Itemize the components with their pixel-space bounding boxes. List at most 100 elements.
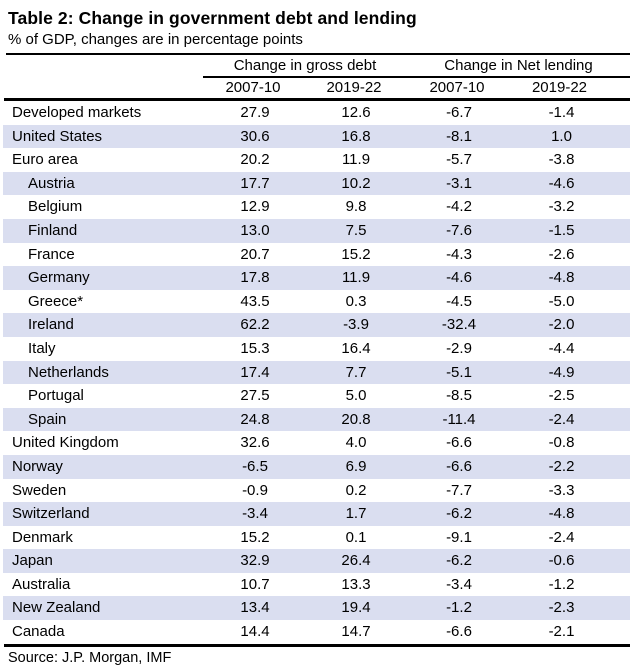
- column-group-gross-debt: Change in gross debt: [233, 57, 377, 74]
- row-label: France: [28, 245, 75, 263]
- row-value: -6.7: [446, 104, 472, 121]
- row-value: -1.2: [548, 575, 575, 593]
- table-subtitle: % of GDP, changes are in percentage poin…: [8, 31, 303, 48]
- row-value: 1.0: [551, 127, 572, 145]
- row-value: -3.8: [548, 151, 575, 169]
- row-value: 16.8: [341, 127, 371, 145]
- table-row: Germany 17.8 11.9 -4.6 -4.8: [3, 266, 630, 290]
- row-value: 5.0: [345, 387, 367, 405]
- row-value: 43.5: [240, 292, 270, 310]
- row-value: 0.3: [345, 292, 367, 310]
- row-value: -6.2: [446, 552, 472, 570]
- row-value: -2.3: [548, 599, 575, 617]
- row-label: Canada: [12, 623, 65, 641]
- row-value: -3.3: [548, 481, 575, 499]
- subtitle-underline: % of GDP, changes are in percentage poin…: [6, 29, 630, 55]
- row-value: 14.7: [341, 623, 371, 641]
- column-header-net-2007-10: 2007-10: [429, 79, 485, 96]
- row-value: -2.5: [548, 387, 575, 405]
- row-label: United Kingdom: [12, 434, 119, 452]
- source-note: Source: J.P. Morgan, IMF: [8, 649, 172, 666]
- row-value: -32.4: [441, 316, 477, 334]
- row-label: Greece*: [28, 292, 84, 310]
- row-value: -4.8: [548, 505, 575, 523]
- row-value: -3.4: [242, 505, 268, 523]
- table-row: Italy 15.3 16.4 -2.9 -4.4: [3, 337, 630, 361]
- row-value: -0.8: [548, 434, 575, 452]
- row-value: -4.3: [446, 245, 472, 263]
- row-value: -2.4: [548, 528, 575, 546]
- row-value: 11.9: [341, 151, 371, 169]
- row-value: 32.6: [240, 434, 270, 452]
- row-value: -5.7: [446, 151, 472, 169]
- row-value: -3.1: [446, 174, 472, 192]
- table-row: Austria 17.7 10.2 -3.1 -4.6: [3, 171, 630, 196]
- row-value: -0.9: [242, 481, 268, 499]
- row-label: Australia: [12, 575, 71, 593]
- column-group-header-row: Change in gross debt Change in Net lendi…: [203, 55, 630, 78]
- row-value: -3.4: [446, 575, 472, 593]
- row-value: 10.7: [240, 575, 270, 593]
- column-header-net-2019-22: 2019-22: [531, 79, 588, 96]
- table-bottom-rule: [4, 643, 630, 647]
- row-value: -1.5: [548, 221, 575, 239]
- row-value: -4.9: [548, 363, 575, 381]
- table-row: Belgium 12.9 9.8 -4.2 -3.2: [3, 195, 630, 219]
- table-title: Table 2: Change in government debt and l…: [8, 8, 417, 28]
- row-value: -5.0: [548, 292, 575, 310]
- row-label: Belgium: [28, 198, 83, 216]
- row-label: Switzerland: [12, 505, 90, 523]
- table-row: Spain 24.8 20.8 -11.4 -2.4: [3, 407, 630, 432]
- row-value: 12.9: [240, 198, 270, 216]
- row-value: 7.7: [345, 363, 367, 381]
- row-value: 32.9: [240, 552, 270, 570]
- row-value: -4.6: [446, 269, 472, 287]
- row-value: 27.5: [240, 387, 270, 405]
- row-value: -2.6: [548, 245, 575, 263]
- row-label: Denmark: [12, 528, 73, 546]
- row-value: 24.8: [240, 410, 270, 428]
- row-value: -9.1: [446, 528, 472, 546]
- row-value: 14.4: [240, 623, 270, 641]
- row-value: -6.6: [446, 457, 472, 475]
- row-label: Netherlands: [28, 363, 109, 381]
- row-value: 19.4: [341, 599, 371, 617]
- row-value: -4.8: [548, 269, 575, 287]
- table-row: New Zealand 13.4 19.4 -1.2 -2.3: [3, 596, 630, 621]
- table-row: France 20.7 15.2 -4.3 -2.6: [3, 243, 630, 267]
- table-row: Sweden -0.9 0.2 -7.7 -3.3: [3, 479, 630, 503]
- row-value: -4.5: [446, 292, 472, 310]
- row-label: Ireland: [28, 316, 74, 334]
- row-label: Euro area: [12, 151, 78, 169]
- row-value: -6.6: [446, 434, 472, 452]
- row-label: Austria: [28, 174, 75, 192]
- column-header-gross-2019-22: 2019-22: [326, 79, 382, 96]
- table-row: Canada 14.4 14.7 -6.6 -2.1: [3, 620, 630, 644]
- table-body: Developed markets 27.9 12.6 -6.7 -1.4 Un…: [0, 101, 633, 644]
- column-header-row: 2007-10 2019-22 2007-10 2019-22: [0, 78, 630, 98]
- row-value: 11.9: [341, 269, 371, 287]
- table-row: Denmark 15.2 0.1 -9.1 -2.4: [3, 526, 630, 550]
- row-value: 15.3: [240, 339, 270, 357]
- row-value: -8.1: [446, 127, 472, 145]
- row-value: 0.1: [345, 528, 367, 546]
- header-bottom-rule: [4, 98, 630, 101]
- row-value: 17.8: [240, 269, 270, 287]
- table-row: Euro area 20.2 11.9 -5.7 -3.8: [3, 148, 630, 172]
- row-value: -5.1: [446, 363, 472, 381]
- row-label: Portugal: [28, 387, 84, 405]
- row-label: Japan: [12, 552, 53, 570]
- row-value: 9.8: [345, 198, 367, 216]
- table-row: Greece* 43.5 0.3 -4.5 -5.0: [3, 290, 630, 314]
- row-value: 6.9: [345, 457, 367, 475]
- row-value: 20.8: [341, 410, 371, 428]
- row-value: 13.4: [240, 599, 270, 617]
- row-label: Finland: [28, 221, 78, 239]
- row-value: -1.2: [446, 599, 472, 617]
- row-value: -6.6: [446, 623, 472, 641]
- row-label: Developed markets: [12, 104, 142, 121]
- row-value: 13.3: [341, 575, 371, 593]
- row-value: -7.7: [446, 481, 472, 499]
- row-value: -2.2: [548, 457, 575, 475]
- table-row: Portugal 27.5 5.0 -8.5 -2.5: [3, 384, 630, 408]
